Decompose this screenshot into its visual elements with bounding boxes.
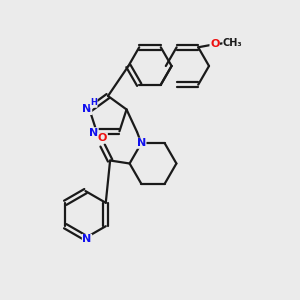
Text: N: N — [137, 138, 146, 148]
Text: N: N — [89, 128, 98, 138]
Text: N: N — [82, 234, 91, 244]
Text: O: O — [98, 133, 107, 143]
Text: H: H — [90, 98, 97, 107]
Text: CH₃: CH₃ — [223, 38, 242, 48]
Text: N: N — [82, 104, 92, 115]
Text: O: O — [210, 39, 219, 49]
